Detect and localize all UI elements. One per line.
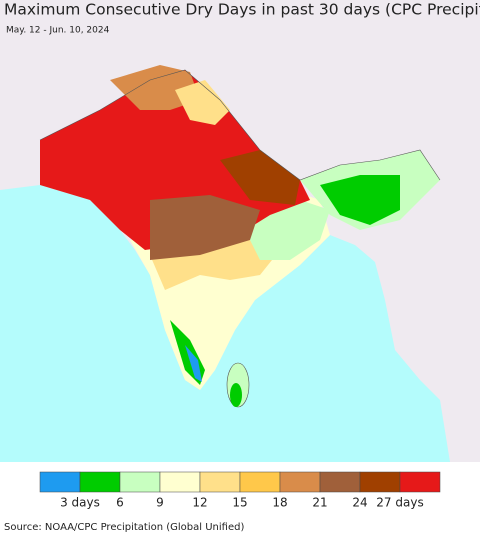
legend-swatch: [319, 471, 361, 493]
hills-15: [175, 80, 230, 125]
sri-lanka-wet: [230, 383, 242, 407]
north-21: [110, 65, 200, 110]
legend-label: 24: [352, 496, 367, 510]
legend-label: 3 days: [60, 496, 100, 510]
coast-3: [185, 345, 202, 382]
legend-label: 9: [156, 496, 164, 510]
legend-swatch: [39, 471, 81, 493]
title: Maximum Consecutive Dry Days in past 30 …: [4, 1, 480, 19]
legend-swatch: [399, 471, 441, 493]
legend-label: 18: [272, 496, 287, 510]
legend-swatch: [279, 471, 321, 493]
source: Source: NOAA/CPC Precipitation (Global U…: [4, 522, 244, 533]
border: [39, 69, 441, 181]
legend-label: 12: [192, 496, 207, 510]
map: [0, 0, 480, 462]
central-24: [150, 195, 260, 260]
legend-swatch: [119, 471, 161, 493]
legend-swatch: [239, 471, 281, 493]
legend-label: 6: [116, 496, 124, 510]
east-27: [220, 150, 300, 205]
legend-swatch: [359, 471, 401, 493]
legend: 3 days 6 9 12 15 18 21 24 27 days: [39, 471, 441, 510]
ocean: [0, 185, 450, 462]
subtitle: May. 12 - Jun. 10, 2024: [6, 26, 110, 36]
legend-label: 21: [312, 496, 327, 510]
legend-label: 27 days: [376, 496, 423, 510]
legend-label: 15: [232, 496, 247, 510]
legend-swatch: [159, 471, 201, 493]
legend-swatch: [199, 471, 241, 493]
northeast-6: [320, 175, 400, 225]
legend-swatch: [79, 471, 121, 493]
